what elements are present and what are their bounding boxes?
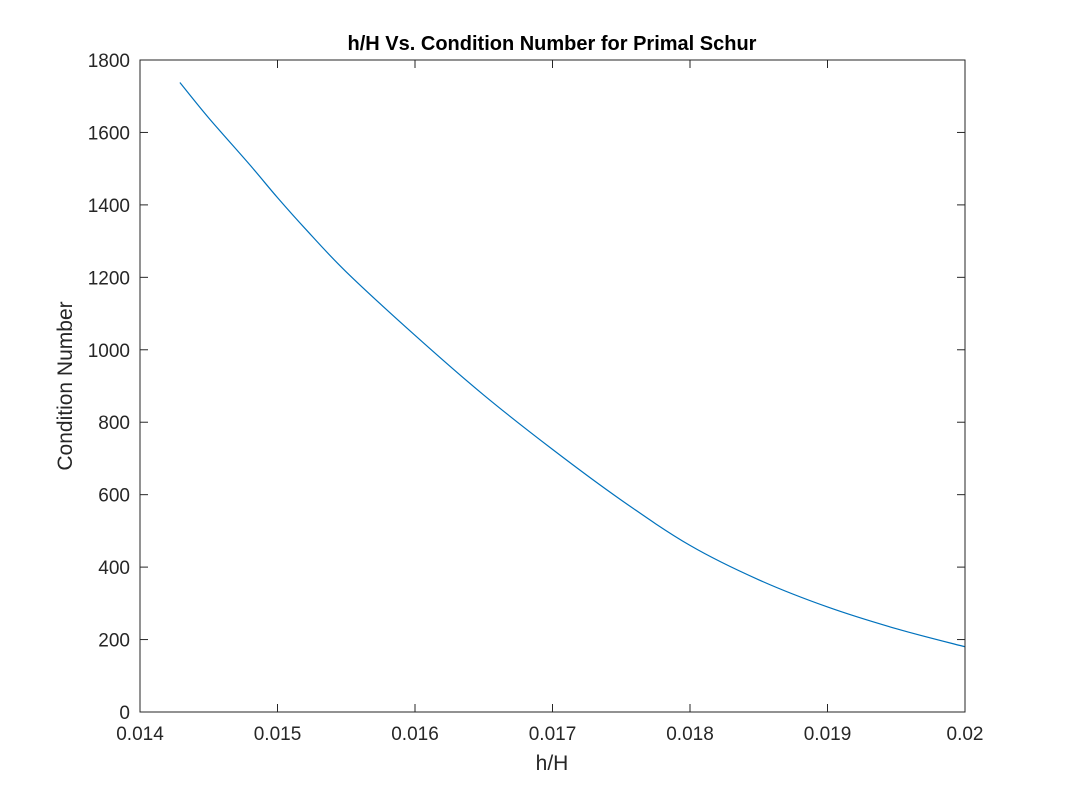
series-line [179,82,966,648]
y-tick-label: 1800 [88,51,130,72]
x-tick-label: 0.016 [391,724,439,745]
y-tick-label: 1200 [88,268,130,289]
x-tick-label: 0.015 [254,724,302,745]
chart-title: h/H Vs. Condition Number for Primal Schu… [348,33,757,55]
y-tick-label: 600 [98,486,130,507]
x-tick-label: 0.018 [666,724,714,745]
y-tick-label: 1600 [88,123,130,144]
x-tick-label: 0.02 [947,724,984,745]
y-tick-label: 1000 [88,341,130,362]
plot-area [140,60,965,712]
y-tick-labels: 0 200 400 600 800 1000 1200 1400 1600 1800 [88,51,130,724]
x-tick-labels: 0.014 0.015 0.016 0.017 0.018 0.019 0.02 [116,724,983,745]
y-tick-label: 0 [119,703,130,724]
y-tick-label: 200 [98,631,130,652]
y-axis-label: Condition Number [54,301,77,470]
y-tick-label: 800 [98,413,130,434]
series-layer [179,82,966,648]
x-tick-label: 0.019 [804,724,852,745]
y-tick-label: 1400 [88,196,130,217]
axes-box [139,59,966,713]
x-tick-label: 0.017 [529,724,577,745]
x-tick-label: 0.014 [116,724,164,745]
y-tick-label: 400 [98,558,130,579]
x-axis-label: h/H [536,752,569,775]
